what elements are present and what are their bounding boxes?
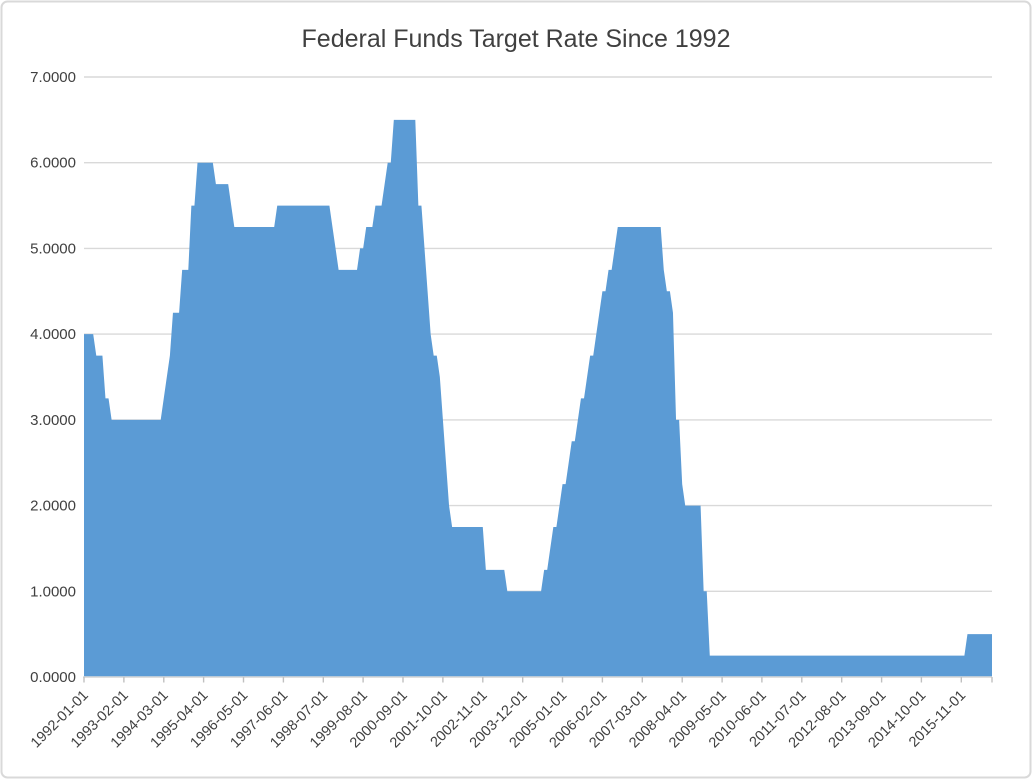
x-axis-ticks-group (83, 677, 993, 683)
area-series-fed-funds-rate (84, 119, 992, 678)
y-tick-label: 4.0000 (30, 326, 76, 343)
y-tick-label: 2.0000 (30, 498, 76, 515)
y-tick-label: 0.0000 (30, 669, 76, 686)
chart-title: Federal Funds Target Rate Since 1992 (302, 25, 731, 53)
y-tick-label: 3.0000 (30, 412, 76, 429)
y-axis-labels-group: 0.0000 1.0000 2.0000 3.0000 4.0000 5.0000 6.00… (30, 69, 76, 686)
y-tick-label: 7.0000 (30, 69, 76, 86)
y-tick-label: 6.0000 (30, 155, 76, 172)
y-tick-label: 1.0000 (30, 583, 76, 600)
y-tick-label: 5.0000 (30, 240, 76, 257)
